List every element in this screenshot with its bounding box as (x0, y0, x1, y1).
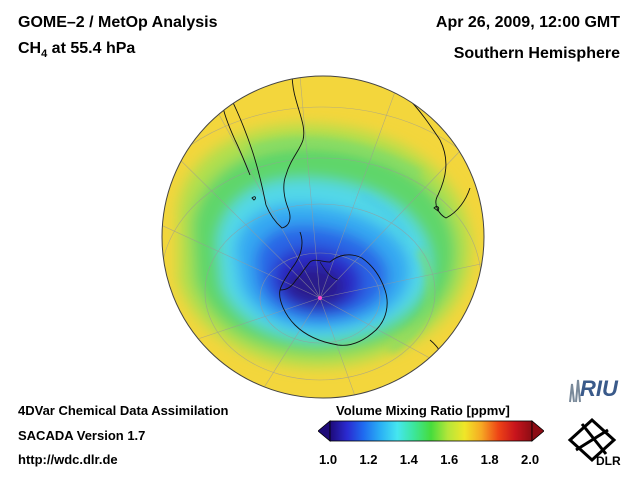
riu-logo-text: RIU (580, 376, 619, 401)
africa-coast (404, 94, 471, 219)
dlr-logo-text: DLR (596, 454, 621, 468)
colorbar-title: Volume Mixing Ratio [ppmv] (336, 403, 510, 418)
colorbar-bar (329, 420, 533, 442)
colorbar-under-arrow (318, 420, 331, 442)
map-title: GOME–2 / MetOp Analysis (18, 14, 218, 31)
species-subscript: 4 (41, 48, 48, 61)
dlr-logo: DLR (567, 417, 621, 468)
method-label: 4DVar Chemical Data Assimilation (18, 403, 229, 418)
antarctic-peninsula (279, 231, 303, 291)
antarctica-coast (279, 254, 388, 346)
region-label: Southern Hemisphere (453, 45, 620, 62)
colorbar-tick-label: 1.0 (319, 452, 338, 467)
island-2 (251, 196, 256, 201)
south-pole-marker (318, 296, 322, 300)
colorbar-tick-label: 1.6 (440, 452, 459, 467)
species-name: CH (18, 40, 42, 57)
colorbar-tick-label: 1.2 (359, 452, 378, 467)
url-link[interactable]: http://wdc.dlr.de (18, 452, 118, 467)
colorbar-tick-label: 1.8 (480, 452, 499, 467)
colorbar-tick-label: 1.4 (399, 452, 418, 467)
island-1 (433, 206, 440, 212)
colorbar-over-arrow (531, 420, 544, 442)
species-level: CH4 at 55.4 hPa (18, 40, 135, 60)
south-america-coast (221, 76, 305, 229)
riu-logo: RIU (569, 376, 619, 403)
pressure-level: at 55.4 hPa (47, 40, 136, 57)
ice-shelf (319, 261, 339, 281)
datetime: Apr 26, 2009, 12:00 GMT (435, 14, 620, 31)
new-zealand (469, 319, 481, 347)
colorbar-tick-label: 2.0 (521, 452, 540, 467)
colorbar (318, 420, 544, 442)
version-label: SACADA Version 1.7 (18, 428, 146, 443)
